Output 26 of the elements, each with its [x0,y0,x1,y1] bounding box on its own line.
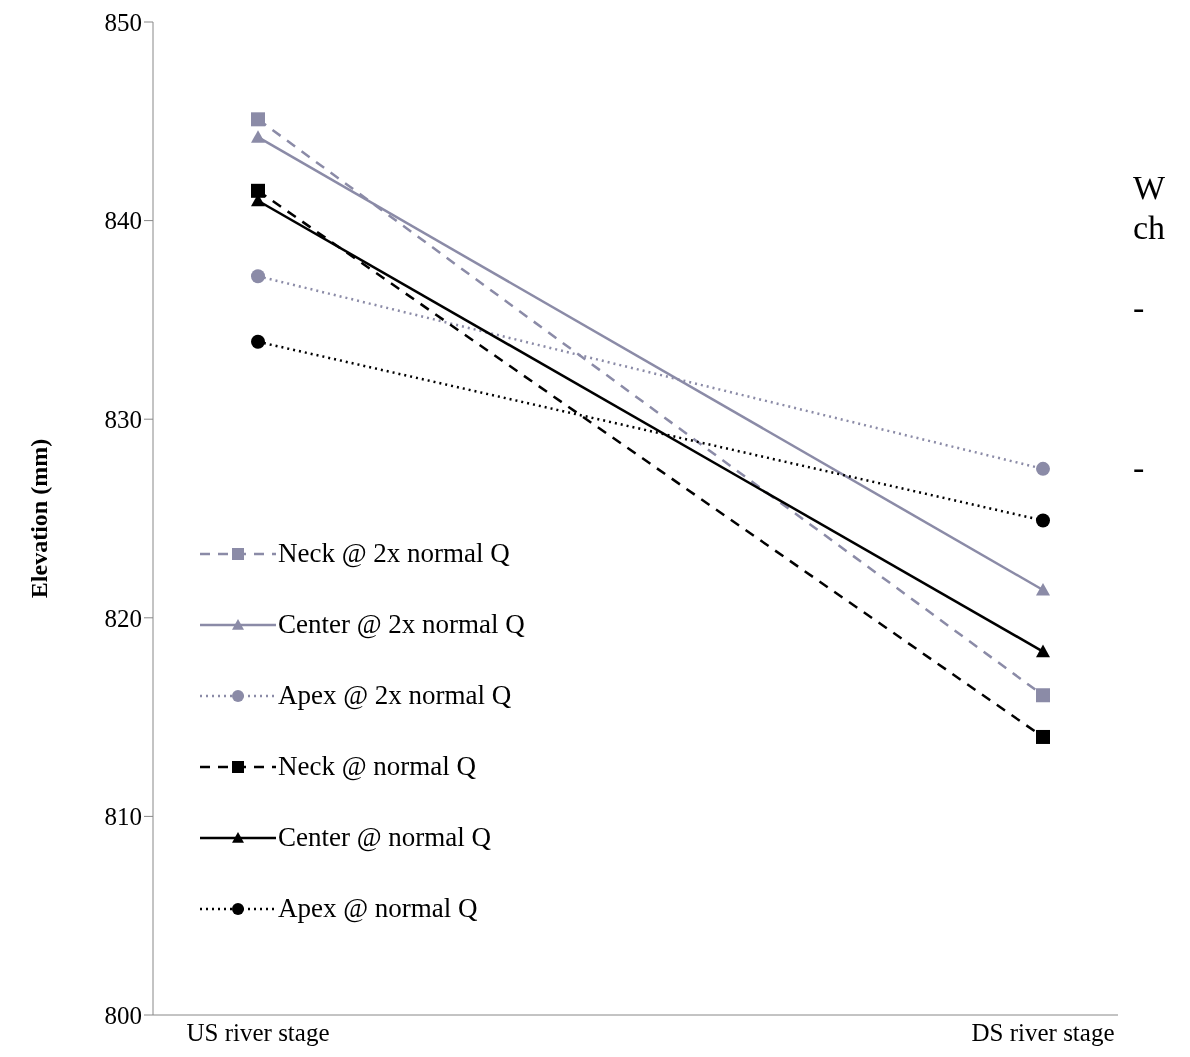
text: ch [1133,208,1166,248]
legend-label: Center @ 2x normal Q [278,609,525,640]
text: - [1133,288,1146,328]
point [251,269,265,284]
point [1036,729,1050,744]
y-tick-label: 830 [104,406,142,434]
legend-label: Neck @ 2x normal Q [278,538,510,569]
y-axis-title: Elevation (mm) [25,438,52,599]
text: W [1133,168,1166,208]
x-tick-label: US river stage [186,1018,330,1046]
point [251,334,265,349]
point [251,112,265,127]
legend-label: Center @ normal Q [278,822,492,853]
point [1036,688,1050,703]
legend-label: Apex @ normal Q [278,893,478,924]
x-tick-label: DS river stage [971,1018,1115,1046]
legend-label: Neck @ normal Q [278,751,477,782]
y-tick-label: 850 [104,8,142,36]
y-tick-label: 820 [104,604,142,632]
text: - [1133,448,1146,488]
legend-label: Apex @ 2x normal Q [278,680,512,711]
y-tick-label: 810 [104,803,142,831]
point [1036,513,1050,528]
point [1036,461,1050,476]
y-tick-label: 840 [104,207,142,235]
y-tick-label: 800 [104,1001,142,1029]
